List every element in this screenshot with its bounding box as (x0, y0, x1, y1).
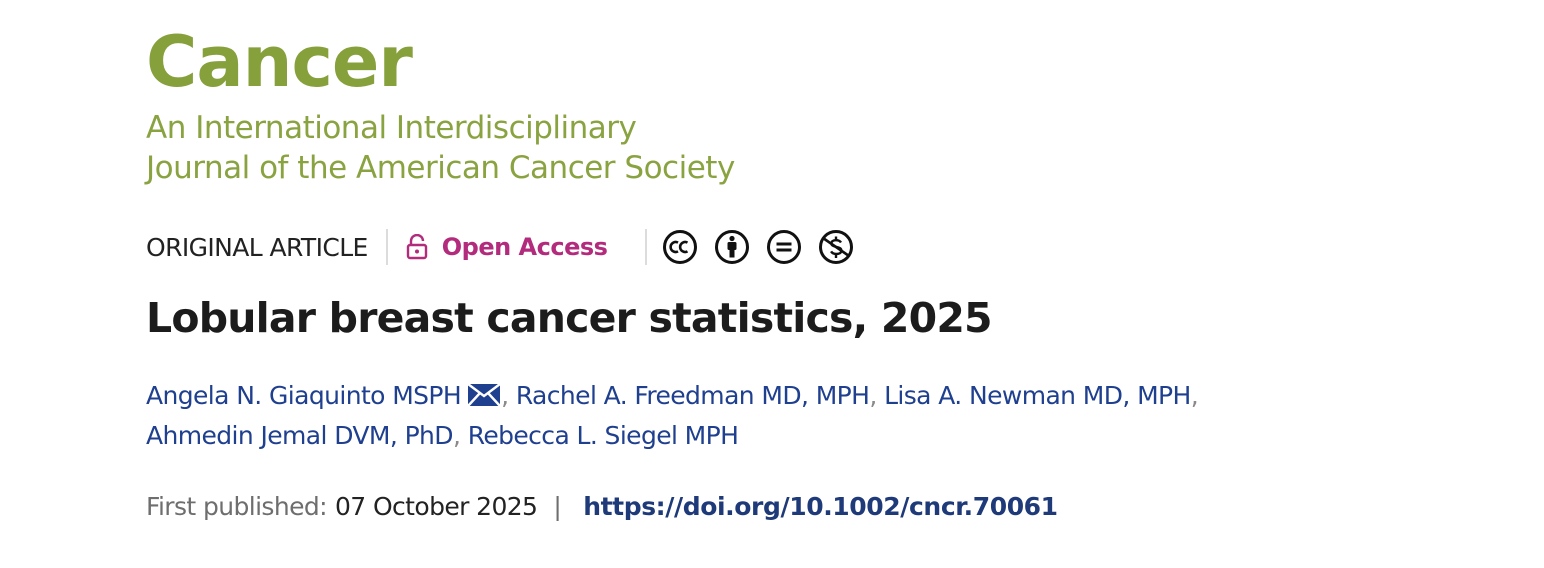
journal-name: Cancer (146, 21, 413, 103)
publication-date: 07 October 2025 (334, 491, 538, 521)
author-list: Angela N. Giaquinto MSPH , Rachel A. Fre… (146, 376, 1376, 456)
author-link[interactable]: Rachel A. Freedman MD, MPH (515, 381, 870, 410)
author-separator: , (501, 381, 509, 410)
first-published-label: First published: (146, 491, 328, 521)
open-access-badge[interactable]: Open Access (406, 233, 608, 261)
doi-link[interactable]: https://doi.org/10.1002/cncr.70061 (583, 491, 1058, 521)
author-link[interactable]: Rebecca L. Siegel MPH (467, 421, 739, 450)
divider (385, 229, 388, 265)
cc-icon[interactable] (662, 229, 698, 265)
publication-info: First published: 07 October 2025 | https… (146, 484, 1058, 528)
lock-open-icon (406, 234, 427, 260)
by-attribution-icon[interactable] (714, 229, 750, 265)
nd-no-derivatives-icon[interactable] (766, 229, 802, 265)
author-link[interactable]: Angela N. Giaquinto MSPH (146, 381, 462, 410)
envelope-icon[interactable] (467, 383, 501, 407)
journal-subtitle-line2: Journal of the American Cancer Society (146, 150, 735, 186)
author-separator: , (869, 381, 877, 410)
author-separator: , (1190, 381, 1199, 410)
nc-non-commercial-icon[interactable] (818, 229, 854, 265)
author-separator: , (452, 421, 461, 450)
license-icons[interactable] (662, 229, 870, 265)
journal-logo[interactable]: Cancer An International Interdisciplinar… (146, 22, 866, 188)
divider (645, 229, 648, 265)
article-type: ORIGINAL ARTICLE (146, 232, 368, 262)
article-meta-row: ORIGINAL ARTICLE Open Access (146, 226, 870, 268)
article-title: Lobular breast cancer statistics, 2025 (146, 294, 993, 342)
open-access-label: Open Access (441, 233, 608, 261)
author-link[interactable]: Ahmedin Jemal DVM, PhD (146, 421, 454, 450)
separator: | (553, 491, 562, 521)
author-link[interactable]: Lisa A. Newman MD, MPH (884, 381, 1191, 410)
journal-subtitle-line1: An International Interdisciplinary (146, 110, 637, 146)
